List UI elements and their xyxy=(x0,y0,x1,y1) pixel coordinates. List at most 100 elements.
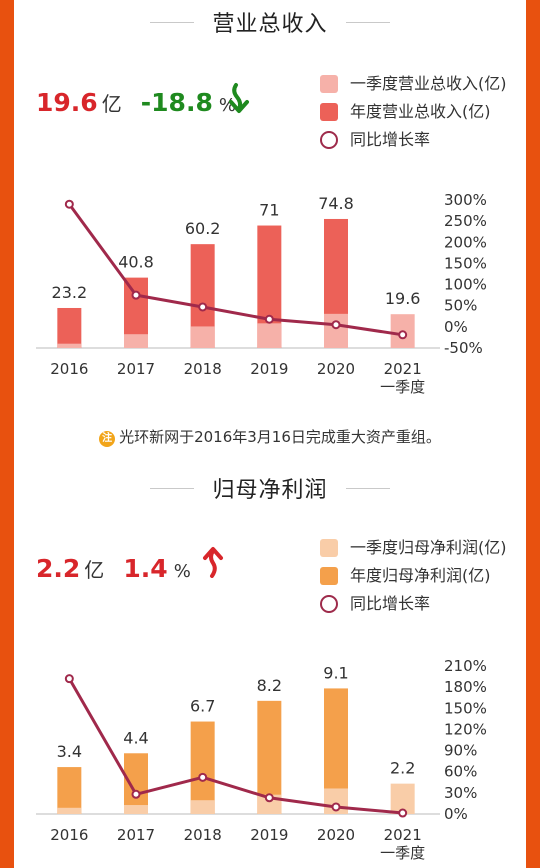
quarter-bar xyxy=(124,805,148,814)
profit-kpi-value: 2.2 xyxy=(36,554,81,583)
legend-label: 年度营业总收入(亿) xyxy=(350,102,491,121)
right-axis-tick-label: 100% xyxy=(444,276,487,294)
revenue-kpi-value: 19.6 xyxy=(36,88,98,117)
x-tick-label: 2019 xyxy=(250,826,288,844)
x-tick-label: 2019 xyxy=(250,360,288,378)
title-divider-right xyxy=(346,22,390,23)
growth-point xyxy=(331,320,341,330)
data-label: 19.6 xyxy=(385,289,421,308)
right-axis-tick-label: 180% xyxy=(444,678,487,696)
note-text: 光环新网于2016年3月16日完成重大资产重组。 xyxy=(119,428,441,446)
profit-title: 归母净利润 xyxy=(212,478,328,503)
growth-point xyxy=(64,674,74,684)
x-tick-label: 2016 xyxy=(50,826,88,844)
profit-kpi-change: 1.4 xyxy=(123,554,168,583)
revenue-kpi: 19.6 亿 -18.8% xyxy=(36,88,236,124)
profit-section: 归母净利润 2.2 亿 1.4% 一季度归母净利润(亿) 年度归母净利润(亿) 同… xyxy=(14,466,526,868)
x-tick-label: 2018 xyxy=(184,826,222,844)
growth-point xyxy=(331,802,341,812)
data-label: 6.7 xyxy=(190,697,215,716)
right-axis-tick-label: 210% xyxy=(444,657,487,675)
annual-bar xyxy=(57,307,82,348)
x-tick-label: 2021 xyxy=(384,360,422,378)
growth-point xyxy=(131,290,141,300)
growth-point xyxy=(398,330,408,340)
quarter-bar xyxy=(57,807,82,814)
data-label: 3.4 xyxy=(57,742,82,761)
right-axis-tick-label: 300% xyxy=(444,191,487,209)
growth-point xyxy=(264,314,274,324)
growth-point xyxy=(198,302,208,312)
quarter-bar xyxy=(190,800,215,814)
right-axis-tick-label: -50% xyxy=(444,339,483,357)
revenue-title: 营业总收入 xyxy=(212,12,328,37)
annual-bar xyxy=(57,767,82,814)
right-axis-tick-label: 150% xyxy=(444,254,487,272)
right-axis-tick-label: 0% xyxy=(444,318,468,336)
data-label: 23.2 xyxy=(52,283,88,302)
growth-point xyxy=(398,808,408,818)
up-arrow-icon xyxy=(203,547,223,578)
data-label: 40.8 xyxy=(118,253,154,272)
title-divider-left xyxy=(150,22,194,23)
data-label: 71 xyxy=(259,201,279,220)
right-axis-tick-label: 30% xyxy=(444,784,477,802)
profit-kpi-pct: % xyxy=(173,561,191,582)
revenue-section: 营业总收入 19.6 亿 -18.8% 一季度营业总收入(亿) 年度营业总收入(亿… xyxy=(14,0,526,460)
legend-circle-growth xyxy=(320,595,338,613)
report-card: 营业总收入 19.6 亿 -18.8% 一季度营业总收入(亿) 年度营业总收入(亿… xyxy=(14,0,526,868)
right-axis-tick-label: 200% xyxy=(444,233,487,251)
right-axis-tick-label: 120% xyxy=(444,720,487,738)
data-label: 4.4 xyxy=(123,728,148,747)
x-tick-label: 2018 xyxy=(184,360,222,378)
profit-chart: 210% 180% 150% 120% 90% 60% 30% 0% 3.4 2016 4.4 201… xyxy=(36,657,487,862)
x-tick-label: 2017 xyxy=(117,826,155,844)
quarter-bar xyxy=(257,323,282,348)
data-label: 9.1 xyxy=(323,663,348,682)
legend-label: 一季度归母净利润(亿) xyxy=(350,538,507,557)
right-axis-tick-label: 60% xyxy=(444,763,477,781)
legend-swatch-annual xyxy=(320,567,338,585)
revenue-note: 注光环新网于2016年3月16日完成重大资产重组。 xyxy=(14,426,526,447)
x-tick-label: 2017 xyxy=(117,360,155,378)
growth-point xyxy=(264,793,274,803)
growth-line xyxy=(68,677,403,815)
right-axis-tick-label: 90% xyxy=(444,742,477,760)
legend-label: 同比增长率 xyxy=(350,594,431,613)
legend-label: 年度归母净利润(亿) xyxy=(350,566,491,585)
legend-label: 同比增长率 xyxy=(350,130,431,149)
legend-swatch-quarter xyxy=(320,539,338,557)
profit-kpi-unit: 亿 xyxy=(84,558,105,582)
legend-circle-growth xyxy=(320,131,338,149)
x-tick-label: 一季度 xyxy=(380,378,425,396)
right-axis-tick-label: 250% xyxy=(444,212,487,230)
growth-point xyxy=(131,789,141,799)
right-axis-tick-label: 50% xyxy=(444,297,477,315)
x-tick-label: 一季度 xyxy=(380,844,425,862)
title-divider-left xyxy=(150,488,194,489)
x-tick-label: 2021 xyxy=(384,826,422,844)
legend-label: 一季度营业总收入(亿) xyxy=(350,74,507,93)
quarter-bar xyxy=(124,334,148,348)
revenue-kpi-unit: 亿 xyxy=(101,92,122,116)
quarter-bar xyxy=(190,326,215,348)
legend-swatch-quarter xyxy=(320,75,338,93)
profit-title-row: 归母净利润 xyxy=(14,466,526,510)
data-label: 60.2 xyxy=(185,219,221,238)
annual-bar xyxy=(124,753,148,814)
down-arrow-icon xyxy=(229,83,249,113)
annual-bar xyxy=(190,721,215,814)
revenue-title-row: 营业总收入 xyxy=(14,0,526,44)
growth-point xyxy=(198,772,208,782)
x-tick-label: 2020 xyxy=(317,360,355,378)
note-badge-icon: 注 xyxy=(99,431,116,447)
growth-line xyxy=(68,203,403,337)
title-divider-right xyxy=(346,488,390,489)
quarter-bar xyxy=(57,343,82,348)
data-label: 2.2 xyxy=(390,759,415,778)
x-tick-label: 2020 xyxy=(317,826,355,844)
quarter-bar xyxy=(324,313,348,348)
data-label: 8.2 xyxy=(257,676,282,695)
growth-point xyxy=(64,199,74,209)
right-axis-tick-label: 0% xyxy=(444,805,468,823)
